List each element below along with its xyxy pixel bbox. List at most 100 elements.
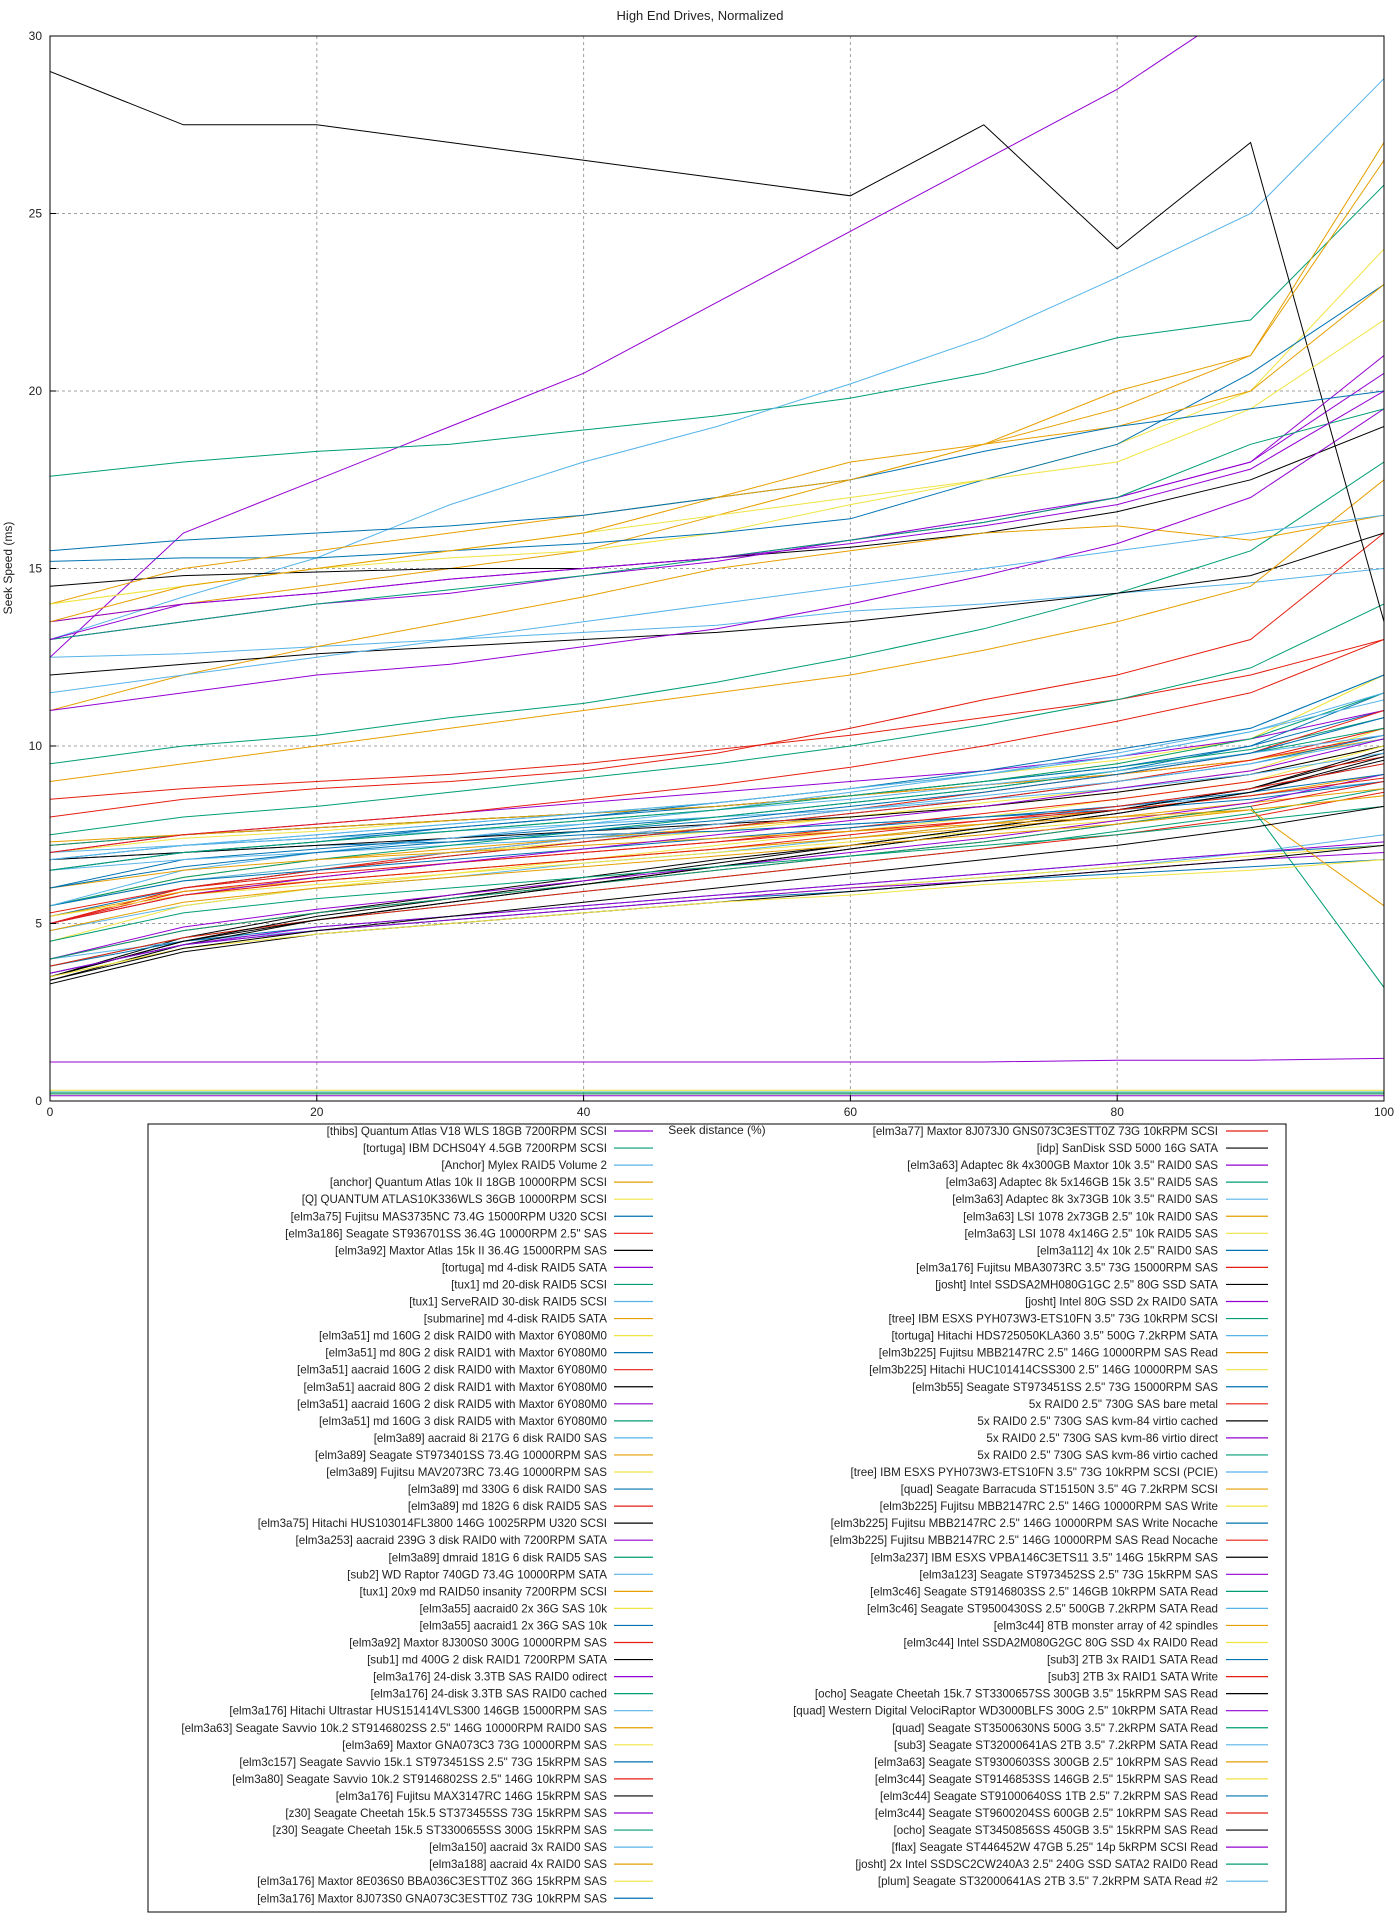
series-line [50,390,1384,640]
legend-entry-label: [elm3a176] 24-disk 3.3TB SAS RAID0 cache… [370,1688,607,1701]
legend-entry-label: [ocho] Seagate Cheetah 15k.7 ST3300657SS… [815,1688,1218,1701]
legend-entry-label: [elm3a186] Seagate ST936701SS 36.4G 1000… [285,1227,607,1240]
series-line [50,568,1384,658]
legend-entry-label: [z30] Seagate Cheetah 15k.5 ST373455SS 7… [285,1807,607,1820]
y-tick-label: 30 [29,29,43,43]
series-line [50,160,1384,623]
series-line [50,461,1384,765]
legend-entry-label: [elm3a80] Seagate Savvio 10k.2 ST9146802… [232,1773,607,1786]
legend-entry-label: 5x RAID0 2.5" 730G SAS bare metal [1029,1398,1218,1411]
series-line [50,717,1384,889]
legend-entry-label: [elm3a176] Maxtor 8E036S0 BBA036C3ESTT0Z… [257,1875,607,1888]
legend-entry-label: [elm3a75] Hitachi HUS103014FL3800 146G 1… [258,1517,607,1530]
legend-entry-label: [elm3a51] aacraid 80G 2 disk RAID1 with … [303,1381,607,1394]
series-line [50,603,1384,836]
legend-entry-label: [plum] Seagate ST32000641AS 2TB 3.5" 7.2… [878,1875,1218,1888]
legend-entry-label: [sub3] 2TB 3x RAID1 SATA Read [1047,1654,1218,1667]
series-line [50,639,1384,853]
legend-entry-label: [elm3a51] md 80G 2 disk RAID1 with Maxto… [325,1347,607,1360]
legend-entry-label: [elm3c46] Seagate ST9500430SS 2.5" 500GB… [867,1602,1218,1615]
legend-entry-label: [elm3a89] aacraid 8i 217G 6 disk RAID0 S… [374,1432,608,1445]
x-tick-label: 80 [1111,1105,1125,1119]
legend-entry-label: [elm3c44] 8TB monster array of 42 spindl… [994,1619,1218,1632]
legend-entry-label: [Q] QUANTUM ATLAS10K336WLS 36GB 10000RPM… [302,1193,607,1206]
legend-entry-label: [elm3a51] aacraid 160G 2 disk RAID5 with… [297,1398,607,1411]
legend-entry-label: [elm3a63] Seagate ST9300603SS 300GB 2.5"… [874,1756,1218,1769]
x-tick-label: 0 [47,1105,54,1119]
legend-entry-label: [josht] Intel 80G SSD 2x RAID0 SATA [1025,1296,1218,1309]
chart-title: High End Drives, Normalized [617,8,784,23]
legend-entry-label: [elm3a63] Adaptec 8k 4x300GB Maxtor 10k … [907,1159,1218,1172]
legend-entry-label: [elm3a150] aacraid 3x RAID0 SAS [429,1841,607,1854]
series-line [50,749,1384,978]
legend-entry-label: [elm3a75] Fujitsu MAS3735NC 73.4G 15000R… [291,1210,607,1223]
series-line [50,727,1384,924]
legend-entry-label: [elm3a51] md 160G 3 disk RAID5 with Maxt… [319,1415,607,1428]
legend-entry-label: [elm3a176] Maxtor 8J073S0 GNA073C3ESTT0Z… [257,1892,607,1905]
series-line [50,805,1384,981]
legend-entry-label: [elm3a63] Adaptec 8k 3x73GB 10k 3.5" RAI… [952,1193,1218,1206]
legend-entry-label: 5x RAID0 2.5" 730G SAS kvm-84 virtio cac… [977,1415,1218,1428]
legend-entry-label: [elm3a176] Hitachi Ultrastar HUS151414VL… [229,1705,607,1718]
legend-entry-label: [elm3b225] Hitachi HUC101414CSS300 2.5" … [869,1364,1218,1377]
legend-entry-label: [z30] Seagate Cheetah 15k.5 ST3300655SS … [272,1824,607,1837]
legend-entry-label: [quad] Western Digital VelociRaptor WD30… [793,1705,1218,1718]
series-line [50,78,1384,640]
series-line [50,795,1384,932]
legend-entry-label: [elm3c157] Seagate Savvio 15k.1 ST973451… [239,1756,607,1769]
series-line [50,184,1384,477]
series-line [50,777,1384,914]
y-tick-label: 0 [35,1094,42,1108]
legend-entry-label: [elm3a63] LSI 1078 2x73GB 2.5" 10k RAID0… [963,1210,1218,1223]
legend-entry-label: [sub3] 2TB 3x RAID1 SATA Write [1048,1671,1218,1684]
legend-entry-label: [elm3a176] Fujitsu MBA3073RC 3.5" 73G 15… [916,1261,1218,1274]
legend-box [147,1123,1287,1913]
legend-entry-label: [submarine] md 4-disk RAID5 SATA [424,1313,607,1326]
x-tick-label: 60 [844,1105,858,1119]
series-line [50,71,1384,622]
legend: [thibs] Quantum Atlas V18 WLS 18GB 7200R… [181,1125,1268,1905]
legend-entry-label: [quad] Seagate ST3500630NS 500G 3.5" 7.2… [892,1722,1218,1735]
axis-ticks: 0 5 10 15 20 25 30 0 20 40 60 80 100 [29,29,1395,1119]
series-line [50,738,1384,924]
legend-entry-label: [elm3a77] Maxtor 8J073J0 GNS073C3ESTT0Z … [873,1125,1218,1138]
legend-entry-label: [elm3a176] Fujitsu MAX3147RC 146G 15kRPM… [336,1790,608,1803]
legend-entry-label: [elm3a176] 24-disk 3.3TB SAS RAID0 odire… [373,1671,608,1684]
legend-entry-label: [elm3b225] Fujitsu MBB2147RC 2.5" 146G 1… [830,1534,1218,1547]
y-tick-label: 10 [29,739,43,753]
legend-entry-label: [elm3a89] dmraid 181G 6 disk RAID5 SAS [389,1551,608,1564]
legend-entry-label: [idp] SanDisk SSD 5000 16G SATA [1037,1142,1219,1155]
series-line [50,738,1384,907]
y-axis-label: Seek Speed (ms) [1,522,15,615]
legend-entry-label: [elm3a188] aacraid 4x RAID0 SAS [429,1858,607,1871]
legend-entry-label: [josht] 2x Intel SSDSC2CW240A3 2.5" 240G… [855,1858,1218,1871]
legend-entry-label: [elm3a89] Seagate ST973401SS 73.4G 10000… [315,1449,607,1462]
y-tick-label: 20 [29,384,43,398]
x-tick-label: 40 [577,1105,591,1119]
legend-entry-label: 5x RAID0 2.5" 730G SAS kvm-86 virtio dir… [986,1432,1218,1445]
legend-entry-label: [elm3b55] Seagate ST973451SS 2.5" 73G 15… [912,1381,1218,1394]
legend-entry-label: [elm3a92] Maxtor Atlas 15k II 36.4G 1500… [335,1244,607,1257]
legend-entry-label: [elm3c46] Seagate ST9146803SS 2.5" 146GB… [870,1585,1218,1598]
legend-entry-label: [elm3c44] Seagate ST9600204SS 600GB 2.5"… [875,1807,1218,1820]
legend-entry-label: [elm3a69] Maxtor GNA073C3 73G 10000RPM S… [342,1739,607,1752]
x-axis-label: Seek distance (%) [668,1123,765,1137]
series-line [50,791,1384,967]
legend-entry-label: [elm3b225] Fujitsu MBB2147RC 2.5" 146G 1… [879,1347,1218,1360]
legend-entry-label: [elm3a55] aacraid0 2x 36G SAS 10k [419,1602,607,1615]
legend-entry-label: [elm3a63] Adaptec 8k 5x146GB 15k 3.5" RA… [946,1176,1218,1189]
series-lines [50,36,1384,1097]
series-line [50,805,1384,942]
legend-entry-label: [elm3a112] 4x 10k 2.5" RAID0 SAS [1037,1244,1218,1257]
legend-entry-label: [elm3c44] Intel SSDA2M080G2GC 80G SSD 4x… [904,1637,1218,1650]
legend-entry-label: [tortuga] Hitachi HDS725050KLA360 3.5" 5… [891,1330,1218,1343]
legend-entry-label: [tux1] 20x9 md RAID50 insanity 7200RPM S… [360,1585,607,1598]
legend-entry-label: [elm3c44] Seagate ST91000640SS 1TB 2.5" … [880,1790,1218,1803]
legend-entry-label: [elm3a55] aacraid1 2x 36G SAS 10k [419,1619,607,1632]
legend-entry-label: [flax] Seagate ST446452W 47GB 5.25" 14p … [892,1841,1218,1854]
legend-entry-label: [elm3c44] Seagate ST9146853SS 146GB 2.5"… [875,1773,1218,1786]
legend-entry-label: [elm3a89] md 182G 6 disk RAID5 SAS [408,1500,607,1513]
series-line [50,36,1199,658]
series-line [50,532,1384,676]
